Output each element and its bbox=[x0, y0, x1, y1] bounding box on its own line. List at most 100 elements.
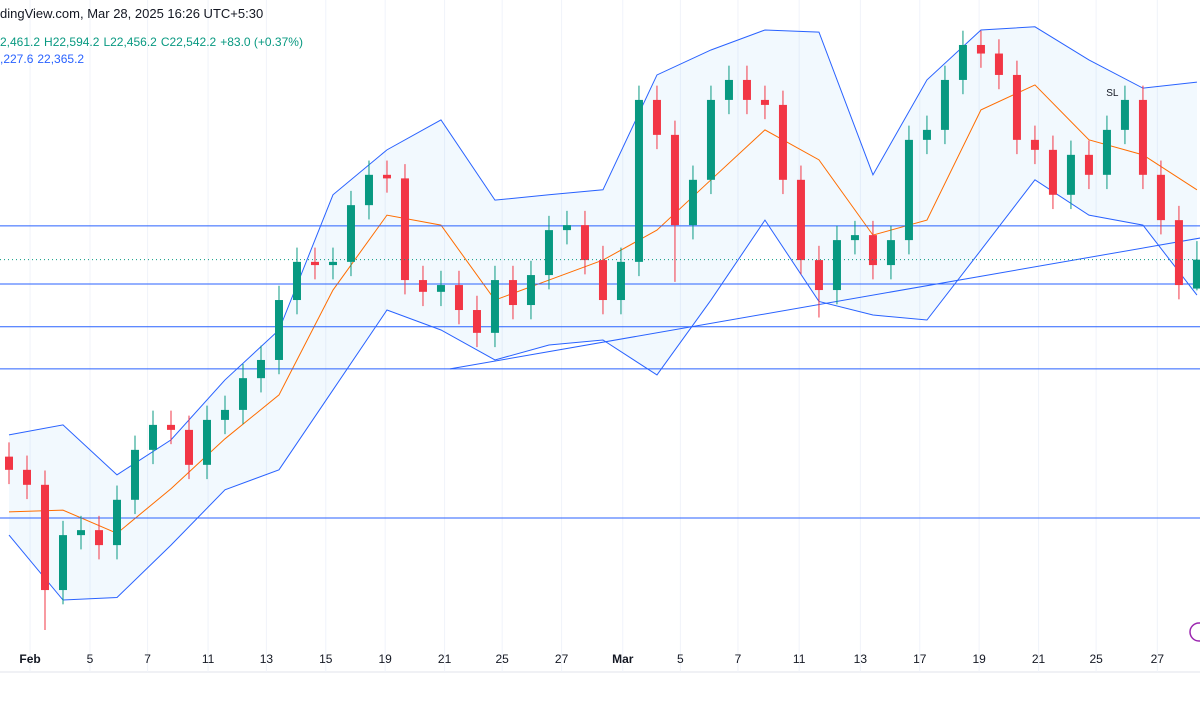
x-tick-label: 11 bbox=[793, 652, 806, 666]
candle-body bbox=[382, 174, 391, 179]
candle-body bbox=[652, 99, 661, 135]
candle-body bbox=[742, 79, 751, 100]
legend-ohlc: 2,461.2 H22,594.2 L22,456.2 C22,542.2 +83.0 … bbox=[0, 35, 307, 49]
candle-body bbox=[1066, 154, 1075, 195]
legend-value: 2,461.2 bbox=[0, 35, 41, 49]
x-tick-label: 21 bbox=[438, 652, 452, 666]
annotation: SL bbox=[1106, 88, 1119, 99]
x-tick-label: 13 bbox=[260, 652, 274, 666]
candle-body bbox=[40, 484, 49, 591]
candle-body bbox=[958, 44, 967, 80]
candle-body bbox=[922, 129, 931, 140]
candle-body bbox=[994, 53, 1003, 75]
candle-body bbox=[148, 424, 157, 450]
candle-body bbox=[1174, 220, 1183, 286]
candle-body bbox=[256, 359, 265, 379]
x-tick-label: 27 bbox=[555, 652, 569, 666]
x-tick-label: 25 bbox=[495, 652, 509, 666]
x-tick-label: Mar bbox=[612, 652, 634, 666]
candle-body bbox=[634, 99, 643, 262]
band-upper bbox=[8, 26, 1197, 476]
candle-body bbox=[22, 469, 31, 485]
candle-body bbox=[1012, 74, 1021, 140]
candle-body bbox=[436, 285, 445, 292]
candle-body bbox=[1120, 99, 1129, 130]
candle-body bbox=[328, 261, 337, 266]
candle-body bbox=[976, 44, 985, 54]
legend-value: L22,456.2 bbox=[103, 35, 157, 49]
candle-body bbox=[454, 285, 463, 311]
candle-body bbox=[418, 280, 427, 292]
x-tick-label: 7 bbox=[144, 652, 151, 666]
legend-value: +83.0 (+0.37%) bbox=[220, 35, 303, 49]
candle-body bbox=[850, 235, 859, 241]
candle-body bbox=[544, 230, 553, 276]
candle-body bbox=[130, 449, 139, 500]
candle-body bbox=[1084, 154, 1093, 175]
candle-body bbox=[292, 261, 301, 301]
candle-body bbox=[274, 300, 283, 360]
x-tick-label: 19 bbox=[972, 652, 986, 666]
x-tick-label: Feb bbox=[19, 652, 40, 666]
header: dingView.com, Mar 28, 2025 16:26 UTC+5:3… bbox=[0, 6, 264, 21]
candle-body bbox=[202, 419, 211, 465]
candle-body bbox=[832, 240, 841, 291]
candle-body bbox=[940, 79, 949, 130]
candle-body bbox=[886, 240, 895, 266]
candle-body bbox=[904, 139, 913, 241]
candle-body bbox=[814, 260, 823, 291]
candle-body bbox=[58, 535, 67, 591]
legend-value: H22,594.2 bbox=[44, 35, 100, 49]
candle-body bbox=[1156, 174, 1165, 221]
x-tick-label: 17 bbox=[913, 652, 927, 666]
candle-body bbox=[724, 79, 733, 100]
candle-body bbox=[4, 456, 13, 470]
x-tick-label: 5 bbox=[677, 652, 684, 666]
candle-body bbox=[1102, 129, 1111, 175]
x-tick-label: 5 bbox=[87, 652, 94, 666]
x-tick-label: 25 bbox=[1089, 652, 1103, 666]
candle-body bbox=[1030, 139, 1039, 150]
legend-value: ,227.6 bbox=[0, 52, 34, 66]
candle-body bbox=[346, 205, 355, 262]
candle-body bbox=[184, 429, 193, 465]
candle-body bbox=[868, 235, 877, 266]
x-tick-label: 7 bbox=[735, 652, 742, 666]
legend-value: C22,542.2 bbox=[160, 35, 217, 49]
candle-body bbox=[580, 225, 589, 261]
legend-bands: ,227.6 22,365.2 bbox=[0, 52, 88, 66]
candle-body bbox=[562, 225, 571, 231]
candle-body bbox=[706, 99, 715, 180]
candle-body bbox=[526, 275, 535, 306]
candle-body bbox=[76, 530, 85, 536]
candle-body bbox=[94, 530, 103, 546]
candle-body bbox=[364, 174, 373, 206]
candle-body bbox=[670, 134, 679, 226]
candle-body bbox=[166, 424, 175, 430]
x-tick-label: 27 bbox=[1151, 652, 1165, 666]
candle-body bbox=[796, 179, 805, 261]
candle-body bbox=[238, 378, 247, 410]
x-tick-label: 21 bbox=[1032, 652, 1046, 666]
candle-body bbox=[472, 310, 481, 333]
candle-body bbox=[1192, 259, 1200, 289]
band-lower bbox=[8, 179, 1198, 601]
candle-body bbox=[616, 261, 625, 301]
candle-body bbox=[1138, 99, 1147, 175]
candle-body bbox=[688, 179, 697, 226]
trendline bbox=[449, 237, 1200, 370]
event-icon bbox=[1189, 622, 1200, 642]
candle-body bbox=[760, 99, 769, 105]
candle-body bbox=[1048, 149, 1057, 195]
x-tick-label: 11 bbox=[202, 652, 215, 666]
candle-body bbox=[310, 261, 319, 266]
candle-body bbox=[598, 260, 607, 301]
candle-body bbox=[112, 499, 121, 546]
x-tick-label: 19 bbox=[379, 652, 393, 666]
legend-value: 22,365.2 bbox=[37, 52, 85, 66]
candle-body bbox=[778, 104, 787, 180]
candle-body bbox=[400, 178, 409, 281]
x-tick-label: 15 bbox=[319, 652, 333, 666]
